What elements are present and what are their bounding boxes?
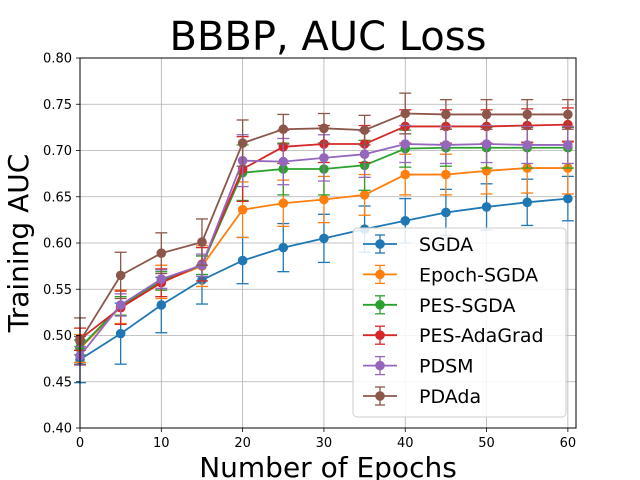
legend-label: SGDA: [419, 234, 473, 256]
series-pdada: [74, 92, 574, 365]
x-tick-label: 50: [478, 436, 495, 451]
data-point: [115, 328, 126, 339]
y-axis-label: Training AUC: [2, 154, 35, 334]
data-point: [237, 204, 248, 215]
data-point: [156, 248, 167, 258]
series-layer: [74, 92, 574, 384]
data-point: [278, 124, 289, 135]
legend-item: PDAda: [363, 386, 481, 408]
axis-ticks: 0 10 20 30 40 50 60 0.40 0.45 0.50 0.55 0.60 0.65 0.7…: [43, 52, 576, 452]
y-tick-label: 0.40: [43, 422, 72, 437]
x-tick-label: 20: [234, 436, 251, 451]
data-point: [441, 140, 451, 150]
data-point: [400, 216, 411, 226]
data-point: [319, 233, 329, 244]
chart-title: BBBP, AUC Loss: [170, 14, 487, 60]
x-tick-label: 10: [153, 436, 170, 451]
data-point: [400, 139, 411, 149]
data-point: [319, 123, 329, 134]
data-point: [522, 140, 533, 150]
data-point: [522, 197, 533, 208]
series-pdsm: [74, 124, 574, 366]
legend-box: [352, 227, 567, 418]
data-point: [197, 237, 207, 247]
data-point: [563, 109, 573, 120]
legend-marker: [375, 300, 385, 310]
data-point: [278, 242, 289, 253]
data-point: [481, 202, 492, 212]
y-tick-label: 0.80: [43, 52, 72, 67]
data-point: [563, 193, 573, 204]
y-tick-label: 0.60: [43, 237, 72, 252]
data-point: [522, 109, 533, 120]
data-point: [156, 274, 167, 284]
data-point: [237, 138, 248, 148]
y-tick-label: 0.70: [43, 144, 72, 159]
data-point: [156, 300, 167, 310]
legend-label: PDAda: [419, 386, 481, 408]
data-point: [237, 255, 248, 266]
data-point: [359, 149, 370, 159]
data-point: [481, 139, 492, 149]
data-point: [441, 169, 451, 180]
y-tick-label: 0.75: [43, 98, 72, 113]
data-point: [319, 153, 329, 163]
data-point: [278, 156, 289, 167]
legend-item: Epoch-SGDA: [363, 264, 538, 286]
x-tick-label: 0: [76, 436, 84, 451]
legend-label: PDSM: [419, 356, 474, 378]
x-axis-label: Number of Epochs: [199, 451, 457, 480]
legend-item: PES-SGDA: [363, 295, 515, 317]
data-point: [400, 108, 411, 119]
legend-label: Epoch-SGDA: [419, 264, 538, 286]
legend-marker: [375, 269, 385, 280]
y-tick-label: 0.55: [43, 283, 72, 298]
legend: SGDA Epoch-SGDA PES-SGDA PES-AdaGrad PDSM PDA…: [352, 227, 567, 418]
data-point: [319, 194, 329, 205]
y-tick-label: 0.65: [43, 190, 72, 205]
data-point: [563, 140, 573, 150]
x-tick-label: 40: [397, 436, 414, 451]
legend-item: PDSM: [363, 356, 474, 378]
legend-marker: [375, 360, 385, 371]
x-tick-label: 60: [560, 436, 577, 451]
data-point: [441, 207, 451, 218]
legend-marker: [375, 330, 385, 341]
legend-label: PES-AdaGrad: [419, 325, 544, 347]
data-point: [481, 109, 492, 120]
x-tick-label: 30: [316, 436, 333, 451]
data-point: [359, 190, 370, 200]
data-point: [278, 198, 289, 209]
data-point: [115, 300, 126, 310]
legend-item: PES-AdaGrad: [363, 325, 544, 347]
data-point: [441, 109, 451, 120]
data-point: [359, 125, 370, 135]
data-point: [115, 270, 126, 281]
data-point: [400, 169, 411, 180]
legend-marker: [375, 239, 385, 249]
legend-item: SGDA: [363, 234, 473, 256]
legend-marker: [375, 391, 385, 401]
y-tick-label: 0.45: [43, 375, 72, 390]
legend-label: PES-SGDA: [419, 295, 515, 317]
y-tick-label: 0.50: [43, 329, 72, 344]
